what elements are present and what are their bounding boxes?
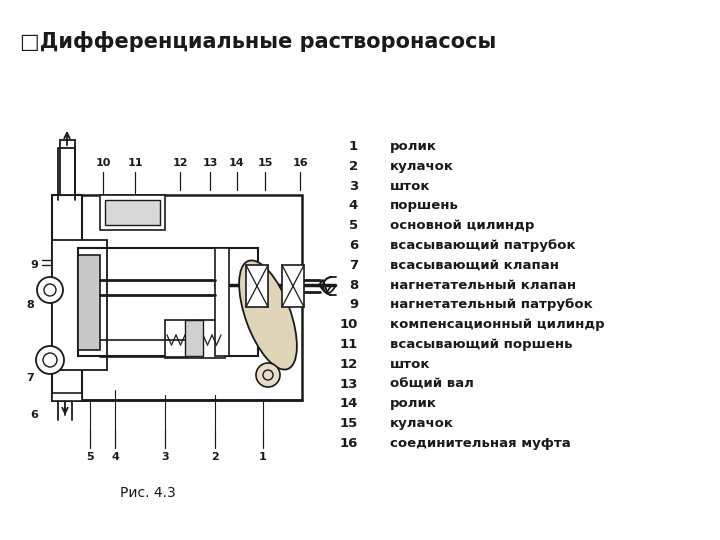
Bar <box>52 195 302 400</box>
Text: кулачок: кулачок <box>390 417 454 430</box>
Text: всасывающий поршень: всасывающий поршень <box>390 338 572 351</box>
Text: 13: 13 <box>340 377 358 390</box>
Text: 14: 14 <box>340 397 358 410</box>
Text: 9: 9 <box>30 260 38 270</box>
Text: 15: 15 <box>340 417 358 430</box>
Bar <box>78 255 100 350</box>
Text: 12: 12 <box>172 158 188 168</box>
Text: 11: 11 <box>127 158 143 168</box>
Text: соединительная муфта: соединительная муфта <box>390 437 571 450</box>
Text: 8: 8 <box>26 300 34 310</box>
Ellipse shape <box>239 260 297 369</box>
Text: 12: 12 <box>340 358 358 371</box>
Text: ролик: ролик <box>390 140 437 153</box>
Bar <box>105 200 160 225</box>
Text: 8: 8 <box>348 279 358 292</box>
Text: шток: шток <box>390 180 431 193</box>
Bar <box>165 320 225 358</box>
Text: Рис. 4.3: Рис. 4.3 <box>120 486 176 500</box>
Text: ролик: ролик <box>390 397 437 410</box>
Text: 3: 3 <box>161 452 168 462</box>
Bar <box>58 395 72 400</box>
Text: 6: 6 <box>30 410 38 420</box>
Text: 3: 3 <box>348 180 358 193</box>
Text: 2: 2 <box>349 160 358 173</box>
Text: компенсационный цилиндр: компенсационный цилиндр <box>390 318 605 331</box>
Text: 11: 11 <box>340 338 358 351</box>
Bar <box>282 265 304 307</box>
Text: 10: 10 <box>340 318 358 331</box>
Text: 13: 13 <box>202 158 217 168</box>
Text: кулачок: кулачок <box>390 160 454 173</box>
Text: 15: 15 <box>257 158 273 168</box>
Text: шток: шток <box>390 358 431 371</box>
Circle shape <box>36 346 64 374</box>
Bar <box>246 265 268 307</box>
Text: 7: 7 <box>26 373 34 383</box>
Text: всасывающий клапан: всасывающий клапан <box>390 259 559 272</box>
Text: 1: 1 <box>349 140 358 153</box>
Text: □Дифференциальные растворонасосы: □Дифференциальные растворонасосы <box>20 31 496 52</box>
Bar <box>52 393 82 401</box>
Text: нагнетательный патрубок: нагнетательный патрубок <box>390 299 593 312</box>
Text: 16: 16 <box>340 437 358 450</box>
Text: 5: 5 <box>86 452 94 462</box>
Text: 1: 1 <box>259 452 267 462</box>
Bar <box>52 240 107 370</box>
Circle shape <box>43 353 57 367</box>
Text: всасывающий патрубок: всасывающий патрубок <box>390 239 575 252</box>
Circle shape <box>44 284 56 296</box>
Text: основной цилиндр: основной цилиндр <box>390 219 534 232</box>
Circle shape <box>37 277 63 303</box>
Text: 2: 2 <box>211 452 219 462</box>
Text: общий вал: общий вал <box>390 377 474 390</box>
Bar <box>52 195 82 400</box>
Bar <box>100 195 165 230</box>
Text: 4: 4 <box>111 452 119 462</box>
Text: 7: 7 <box>349 259 358 272</box>
Text: 10: 10 <box>95 158 111 168</box>
Circle shape <box>256 363 280 387</box>
Bar <box>185 320 203 356</box>
Text: нагнетательный клапан: нагнетательный клапан <box>390 279 576 292</box>
Text: 9: 9 <box>349 299 358 312</box>
Text: 16: 16 <box>292 158 308 168</box>
Text: 6: 6 <box>348 239 358 252</box>
Text: 4: 4 <box>348 199 358 212</box>
Text: поршень: поршень <box>390 199 459 212</box>
Circle shape <box>263 370 273 380</box>
Bar <box>78 248 258 356</box>
Bar <box>60 140 75 195</box>
Bar <box>215 248 229 356</box>
Text: 14: 14 <box>229 158 245 168</box>
Text: 5: 5 <box>349 219 358 232</box>
